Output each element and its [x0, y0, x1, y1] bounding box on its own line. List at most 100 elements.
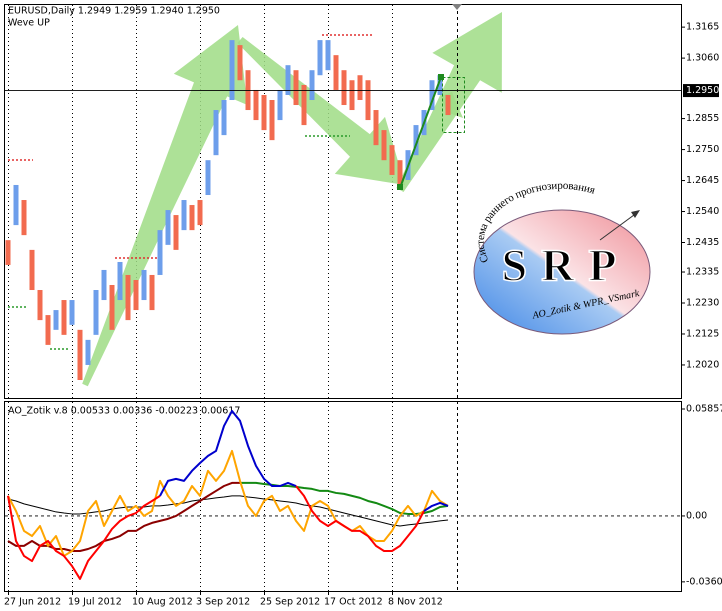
price-bar: [173, 215, 179, 250]
bar-layer: [5, 40, 451, 381]
price-bar: [389, 145, 395, 175]
price-bar: [61, 300, 67, 335]
price-bar: [109, 284, 115, 330]
price-bar: [149, 274, 155, 311]
price-bar: [213, 110, 219, 156]
price-bar: [277, 89, 283, 121]
price-bar: [413, 125, 419, 156]
price-bar: [365, 80, 371, 121]
axis-layer: 27 Jun 2012 19 Jul 2012 10 Aug 2012 3 Sep 2…: [4, 22, 722, 608]
price-bar: [325, 40, 331, 71]
price-bar: [53, 310, 59, 330]
fractal-levels: [8, 34, 372, 350]
price-bar: [141, 269, 147, 301]
price-bar: [309, 70, 315, 101]
price-bar: [45, 315, 51, 345]
price-bar: [5, 240, 11, 265]
price-bar: [189, 205, 195, 231]
y-tick-label: 1.2125: [686, 328, 719, 339]
price-bar: [333, 55, 339, 90]
current-price-label: 1.2950: [686, 85, 719, 96]
y-tick-label: 0.00: [686, 510, 707, 521]
indicator-panel: [4, 401, 682, 592]
logo-letters: SRP: [502, 240, 631, 291]
logo-arrow-head: [631, 210, 640, 218]
price-bar: [341, 70, 347, 106]
price-bar: [157, 230, 163, 275]
price-panel: [4, 4, 682, 399]
y-tick-label: 1.2645: [686, 175, 719, 186]
price-bar: [69, 300, 75, 325]
price-bar: [245, 70, 251, 111]
logo-ellipse: [473, 209, 651, 335]
price-bar: [269, 100, 275, 141]
price-bar: [205, 160, 211, 196]
x-tick-label: 8 Nov 2012: [388, 597, 443, 608]
indicator-line: [7, 449, 449, 557]
y-tick-label: 1.2540: [686, 206, 719, 217]
y-tick-label: 1.2020: [686, 359, 719, 370]
trend-point: [438, 74, 444, 80]
indicator-line: [159, 409, 449, 512]
y-tick-label: 1.2230: [686, 297, 719, 308]
chart-subtitle: Weve UP: [8, 18, 50, 29]
time-marker: [452, 4, 462, 10]
price-bar: [261, 94, 267, 131]
price-bar: [21, 200, 27, 236]
x-tick-label: 25 Sep 2012: [260, 597, 320, 608]
price-bar: [13, 184, 19, 226]
price-bar: [133, 279, 139, 311]
x-tick-label: 17 Oct 2012: [324, 597, 383, 608]
price-bar: [429, 80, 435, 111]
logo-arrow: [599, 211, 639, 241]
price-bar: [397, 160, 403, 185]
price-bar: [101, 269, 107, 301]
price-bar: [437, 75, 443, 95]
price-bar: [165, 210, 171, 245]
trend-line: [399, 76, 442, 189]
arrow-up: [82, 25, 248, 387]
price-bar: [253, 89, 259, 121]
arrow-down: [237, 37, 405, 185]
price-bar: [37, 290, 43, 321]
indicator-title: AO_Zotik v.8 0.00533 0.00336 -0.00223 0.…: [8, 406, 240, 417]
y-tick-label: 1.2335: [686, 267, 719, 278]
price-bar: [301, 84, 307, 126]
srp-logo: Система раннего прогнозирования SRP AO_Z…: [473, 179, 651, 335]
price-bar: [93, 290, 99, 335]
price-bar: [381, 130, 387, 161]
current-price-box: [683, 84, 719, 98]
price-bar: [117, 261, 123, 301]
trend-point: [397, 184, 403, 190]
price-bar: [29, 249, 35, 291]
price-bar: [373, 110, 379, 146]
price-bar: [221, 100, 227, 136]
indicator-line: [7, 485, 425, 580]
price-bar: [349, 80, 355, 111]
price-bar: [125, 274, 131, 321]
x-tick-label: 19 Jul 2012: [68, 597, 122, 608]
price-bar: [237, 45, 243, 81]
x-tick-label: 10 Aug 2012: [132, 597, 193, 608]
price-bar: [181, 200, 187, 231]
chart-title: EURUSD,Daily 1.2949 1.2959 1.2940 1.2950: [8, 6, 220, 17]
line-layer: [5, 90, 681, 580]
price-bar: [357, 75, 363, 101]
price-bar: [229, 40, 235, 101]
price-bar: [293, 70, 299, 106]
y-tick-label: 1.3060: [686, 53, 719, 64]
price-bar: [85, 339, 91, 365]
indicator-line: [7, 495, 449, 527]
price-bar: [77, 329, 83, 381]
indicator-line: [7, 481, 240, 553]
price-bar: [285, 65, 291, 95]
price-bar: [445, 94, 451, 116]
y-tick-label: 1.2435: [686, 237, 719, 248]
x-tick-label: 27 Jun 2012: [4, 597, 61, 608]
y-tick-label: 1.2855: [686, 113, 719, 124]
price-bar: [317, 40, 323, 76]
target-box: [442, 77, 465, 133]
x-tick-label: 3 Sep 2012: [196, 597, 250, 608]
y-tick-label: -0.03609: [686, 576, 722, 587]
